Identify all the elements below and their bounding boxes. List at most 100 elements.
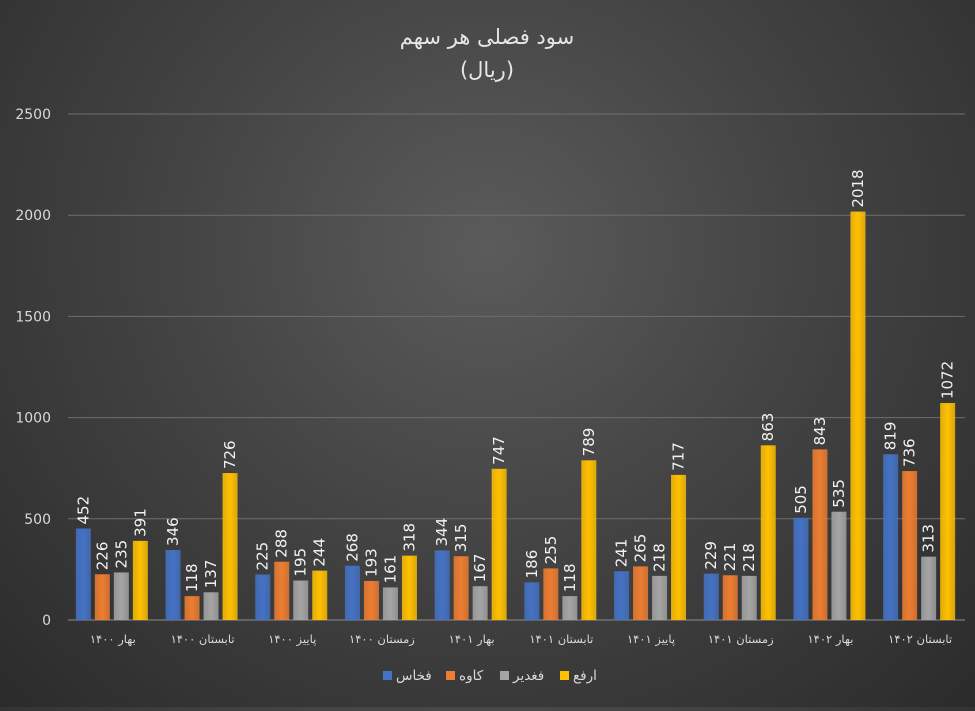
bar (434, 550, 450, 620)
legend-label: ارفع (573, 668, 597, 684)
bar (703, 573, 719, 620)
bar (491, 468, 507, 620)
bar (113, 572, 129, 620)
data-label: 843 (811, 417, 829, 446)
x-tick-label: زمستان ۱۴۰۱ (708, 632, 774, 647)
bar (382, 587, 398, 620)
bar (75, 528, 91, 620)
y-tick-label: 0 (42, 613, 51, 629)
data-label: 255 (542, 536, 560, 565)
bar (831, 511, 847, 620)
legend: فخاس کاوه فغدیر ارفع (383, 668, 597, 684)
data-label: 1072 (939, 361, 957, 399)
chart-subtitle: (ریال) (460, 58, 514, 82)
x-tick-label: زمستان ۱۴۰۰ (349, 632, 415, 647)
data-label: 167 (471, 554, 489, 583)
bar (255, 574, 271, 620)
data-label: 505 (792, 485, 810, 514)
legend-swatch (383, 671, 392, 680)
data-label: 118 (561, 563, 579, 592)
bar (401, 555, 417, 620)
data-label: 863 (759, 413, 777, 442)
data-label: 218 (740, 543, 758, 572)
legend-swatch (500, 671, 509, 680)
bar (524, 582, 540, 620)
data-label: 315 (452, 524, 470, 553)
bar (921, 556, 937, 620)
bar (760, 445, 776, 620)
legend-label: کاوه (459, 668, 484, 684)
data-label: 736 (901, 438, 919, 467)
bar (274, 561, 290, 620)
bar (812, 449, 828, 620)
data-label: 452 (74, 496, 92, 525)
bar (902, 471, 918, 620)
data-label: 225 (254, 542, 272, 571)
bar (453, 556, 469, 620)
x-tick-label: تابستان ۱۴۰۲ (888, 632, 952, 646)
x-tick-label: بهار ۱۴۰۰ (90, 632, 136, 647)
data-label: 118 (183, 563, 201, 592)
bar (562, 596, 578, 620)
data-label: 186 (523, 550, 541, 579)
x-axis: بهار ۱۴۰۰ تابستان ۱۴۰۰ پاییز ۱۴۰۰ زمستان ۱۴… (90, 632, 952, 647)
data-label: 535 (830, 479, 848, 508)
bar (940, 403, 956, 620)
bar (472, 586, 488, 620)
bar (132, 540, 148, 620)
y-axis: 0 500 1000 1500 2000 2500 (15, 107, 51, 629)
bar (184, 596, 200, 620)
data-label: 218 (651, 543, 669, 572)
bar (722, 575, 738, 620)
data-label: 161 (381, 555, 399, 584)
bar (312, 570, 328, 620)
data-label: 244 (311, 538, 329, 567)
data-label: 2018 (849, 169, 867, 207)
x-tick-label: پاییز ۱۴۰۱ (627, 632, 675, 647)
bar (793, 517, 809, 620)
legend-label: فخاس (396, 668, 432, 684)
data-label: 789 (580, 428, 598, 457)
data-label: 288 (273, 529, 291, 558)
bar (222, 473, 238, 620)
x-tick-label: پاییز ۱۴۰۰ (268, 632, 316, 647)
data-label: 235 (112, 540, 130, 569)
data-label: 229 (702, 541, 720, 570)
bar (293, 580, 309, 620)
bar (344, 565, 360, 620)
bar (94, 574, 110, 620)
bar (652, 575, 668, 620)
data-label: 346 (164, 517, 182, 546)
data-label: 318 (400, 523, 418, 552)
data-label: 226 (93, 542, 111, 571)
data-label: 137 (202, 560, 220, 589)
x-tick-label: بهار ۱۴۰۲ (807, 632, 853, 647)
x-tick-label: تابستان ۱۴۰۱ (529, 632, 593, 646)
bar (165, 549, 181, 620)
y-tick-label: 1500 (15, 309, 51, 325)
legend-label: فغدیر (512, 668, 544, 684)
chart-title: سود فصلی هر سهم (400, 25, 574, 50)
data-label: 819 (882, 422, 900, 451)
data-label: 241 (613, 539, 631, 568)
data-label: 221 (721, 543, 739, 572)
x-tick-label: تابستان ۱۴۰۰ (171, 632, 235, 646)
bar (883, 454, 899, 620)
data-label: 193 (362, 548, 380, 577)
bar (203, 592, 219, 620)
bar (363, 580, 379, 620)
bar (741, 575, 757, 620)
y-tick-label: 2000 (15, 208, 51, 224)
data-label: 195 (292, 548, 310, 577)
y-tick-label: 2500 (15, 107, 51, 123)
y-tick-label: 500 (24, 512, 51, 528)
data-label: 717 (670, 442, 688, 471)
legend-swatch (446, 671, 455, 680)
bar (581, 460, 597, 620)
gridlines (68, 113, 965, 621)
data-label: 391 (131, 508, 149, 537)
x-tick-label: بهار ۱۴۰۱ (449, 632, 495, 647)
